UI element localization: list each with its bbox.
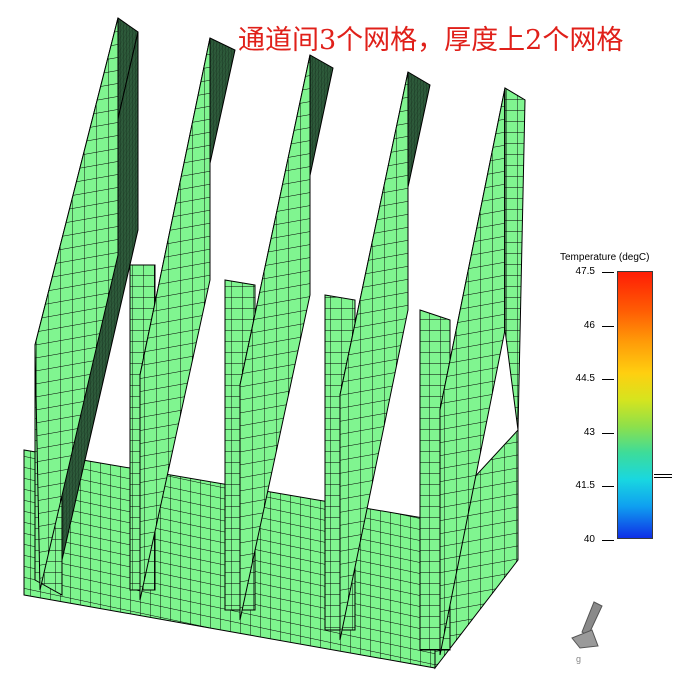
fin-4 bbox=[339, 71, 451, 651]
legend-tick-label: 41.5 bbox=[575, 480, 595, 491]
fin-5 bbox=[439, 87, 526, 656]
legend-tick-mark bbox=[602, 486, 614, 487]
annotation-title: 通道间3个网格，厚度上2个网格 bbox=[238, 25, 624, 56]
legend-tick-mark bbox=[602, 540, 614, 541]
legend-tick-mark bbox=[602, 272, 614, 273]
legend-tick-label: 47.5 bbox=[575, 266, 595, 277]
value-indicator-marker[interactable] bbox=[654, 473, 672, 480]
legend-tick-label: 46 bbox=[583, 320, 595, 331]
legend-tick-mark bbox=[602, 379, 614, 380]
legend-title: Temperature (degC) bbox=[560, 252, 650, 263]
legend-tick-label: 40 bbox=[583, 534, 595, 545]
legend-tick-mark bbox=[602, 326, 614, 327]
legend-tick-label: 44.5 bbox=[575, 373, 595, 384]
heatsink-mesh bbox=[23, 17, 526, 670]
legend-tick-label: 43 bbox=[583, 427, 595, 438]
triad-axis-label: g bbox=[576, 654, 581, 664]
orientation-triad-icon[interactable]: g bbox=[568, 598, 618, 668]
temperature-colorbar bbox=[617, 271, 653, 539]
legend-tick-mark bbox=[602, 433, 614, 434]
